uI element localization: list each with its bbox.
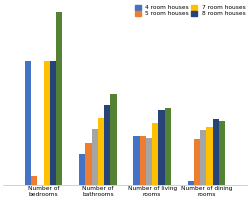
Bar [79, 154, 85, 185]
Bar [98, 118, 104, 185]
Bar [219, 121, 225, 185]
Bar [158, 110, 165, 185]
Bar [25, 61, 31, 185]
Bar [104, 105, 110, 185]
Bar [165, 108, 171, 185]
Bar [56, 12, 62, 185]
Bar [152, 123, 158, 185]
Bar [110, 94, 116, 185]
Bar [194, 139, 200, 185]
Bar [206, 127, 213, 185]
Bar [134, 136, 140, 185]
Bar [31, 176, 37, 185]
Bar [146, 138, 152, 185]
Bar [44, 61, 50, 185]
Bar [188, 181, 194, 185]
Bar [92, 129, 98, 185]
Bar [50, 61, 56, 185]
Bar [213, 119, 219, 185]
Bar [85, 143, 91, 185]
Legend: 4 room houses, 5 room houses, 7 room houses, 8 room houses: 4 room houses, 5 room houses, 7 room hou… [134, 4, 247, 18]
Bar [140, 136, 146, 185]
Bar [200, 130, 206, 185]
